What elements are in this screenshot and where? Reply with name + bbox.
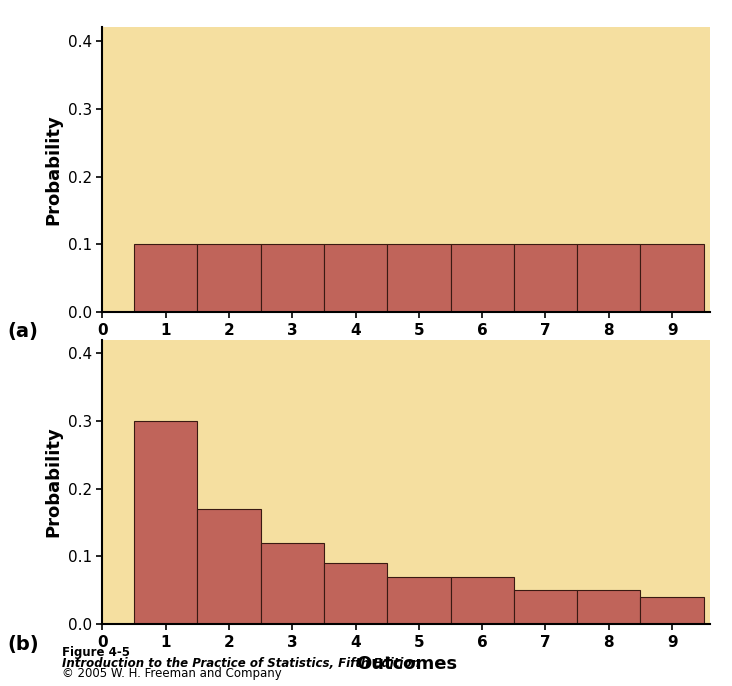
Text: Introduction to the Practice of Statistics, Fifth Edition: Introduction to the Practice of Statisti… <box>62 657 420 670</box>
Bar <box>324 244 387 312</box>
X-axis label: Outcomes: Outcomes <box>356 655 457 673</box>
Y-axis label: Probability: Probability <box>44 427 62 537</box>
X-axis label: Outcomes: Outcomes <box>356 343 457 361</box>
Text: Figure 4-5: Figure 4-5 <box>62 646 130 659</box>
Text: © 2005 W. H. Freeman and Company: © 2005 W. H. Freeman and Company <box>62 667 282 680</box>
Text: (b): (b) <box>7 635 39 654</box>
Bar <box>261 244 324 312</box>
Bar <box>451 244 514 312</box>
Bar <box>577 591 640 624</box>
Bar <box>387 244 451 312</box>
Bar <box>640 244 703 312</box>
Text: (a): (a) <box>7 322 38 342</box>
Bar <box>134 421 198 624</box>
Bar <box>134 244 198 312</box>
Bar <box>514 591 577 624</box>
Bar <box>198 509 261 624</box>
Y-axis label: Probability: Probability <box>44 115 62 225</box>
Bar <box>514 244 577 312</box>
Bar <box>387 577 451 624</box>
Bar <box>198 244 261 312</box>
Bar <box>261 543 324 624</box>
Bar <box>640 597 703 624</box>
Bar <box>577 244 640 312</box>
Bar <box>451 577 514 624</box>
Bar <box>324 563 387 624</box>
